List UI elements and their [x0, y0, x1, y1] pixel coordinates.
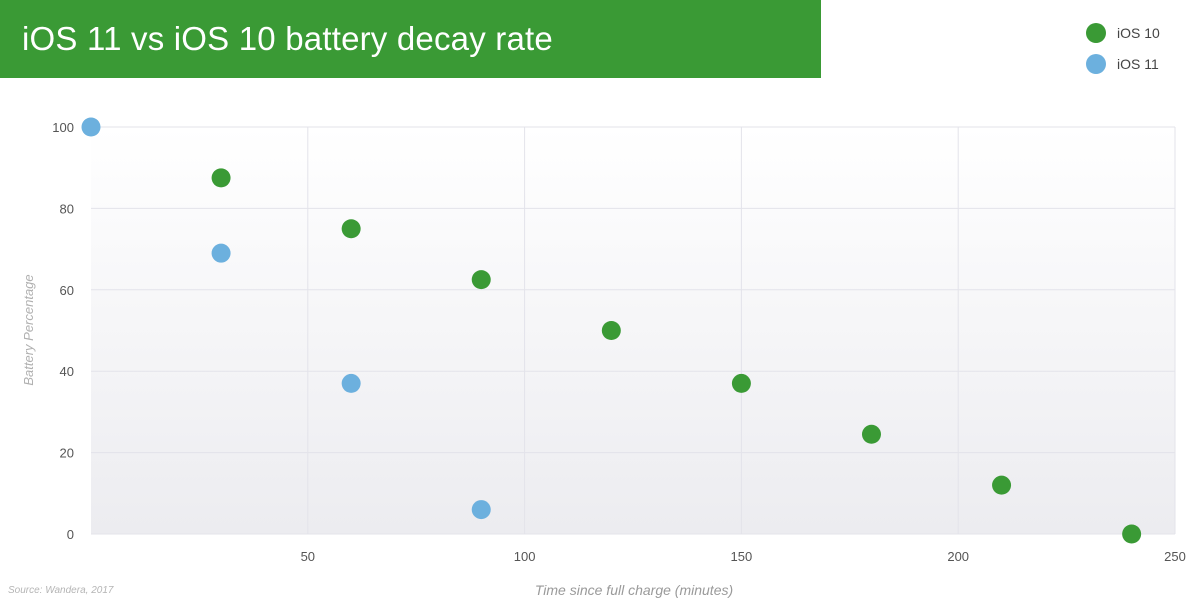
y-axis-label: Battery Percentage [21, 274, 36, 385]
source-note: Source: Wandera, 2017 [8, 585, 114, 596]
data-point-ios11 [341, 373, 361, 393]
data-point-ios11 [471, 500, 491, 520]
data-point-ios10 [471, 270, 491, 290]
y-tick-label: 80 [60, 201, 74, 216]
grid-lines [91, 126, 1176, 535]
x-tick-label: 250 [1164, 549, 1186, 564]
data-point-ios10 [731, 373, 751, 393]
x-tick-label: 50 [301, 549, 315, 564]
data-point-ios10 [341, 219, 361, 239]
title-banner: iOS 11 vs iOS 10 battery decay rate [0, 0, 821, 78]
y-tick-label: 100 [52, 120, 74, 135]
legend-item-ios11: iOS 11 [1086, 53, 1160, 75]
data-point-ios10 [861, 424, 881, 444]
x-tick-label: 150 [731, 549, 753, 564]
data-point-ios10 [601, 321, 621, 340]
legend-label-ios10: iOS 10 [1117, 25, 1160, 41]
chart-title: iOS 11 vs iOS 10 battery decay rate [22, 20, 553, 57]
y-tick-label: 60 [60, 283, 74, 298]
y-tick-label: 0 [67, 527, 74, 542]
data-point-ios11 [81, 117, 101, 137]
plot-area [91, 127, 1175, 534]
legend-label-ios11: iOS 11 [1117, 56, 1159, 72]
legend-marker-ios10 [1086, 23, 1106, 43]
data-point-ios10 [211, 168, 231, 188]
x-axis-label: Time since full charge (minutes) [535, 582, 733, 598]
tick-labels: 0 20 40 60 80 100 50 100 150 200 250 [52, 120, 1186, 564]
data-point-ios11 [211, 243, 231, 263]
data-point-ios10 [992, 475, 1012, 495]
legend-item-ios10: iOS 10 [1086, 22, 1160, 44]
y-tick-label: 20 [60, 446, 74, 461]
y-tick-label: 40 [60, 364, 74, 379]
x-tick-label: 100 [514, 549, 536, 564]
legend-marker-ios11 [1086, 54, 1106, 74]
x-tick-label: 200 [947, 549, 969, 564]
legend: iOS 10 iOS 11 [1086, 22, 1160, 84]
data-point-ios10 [1122, 524, 1142, 544]
data-points [81, 117, 1142, 544]
